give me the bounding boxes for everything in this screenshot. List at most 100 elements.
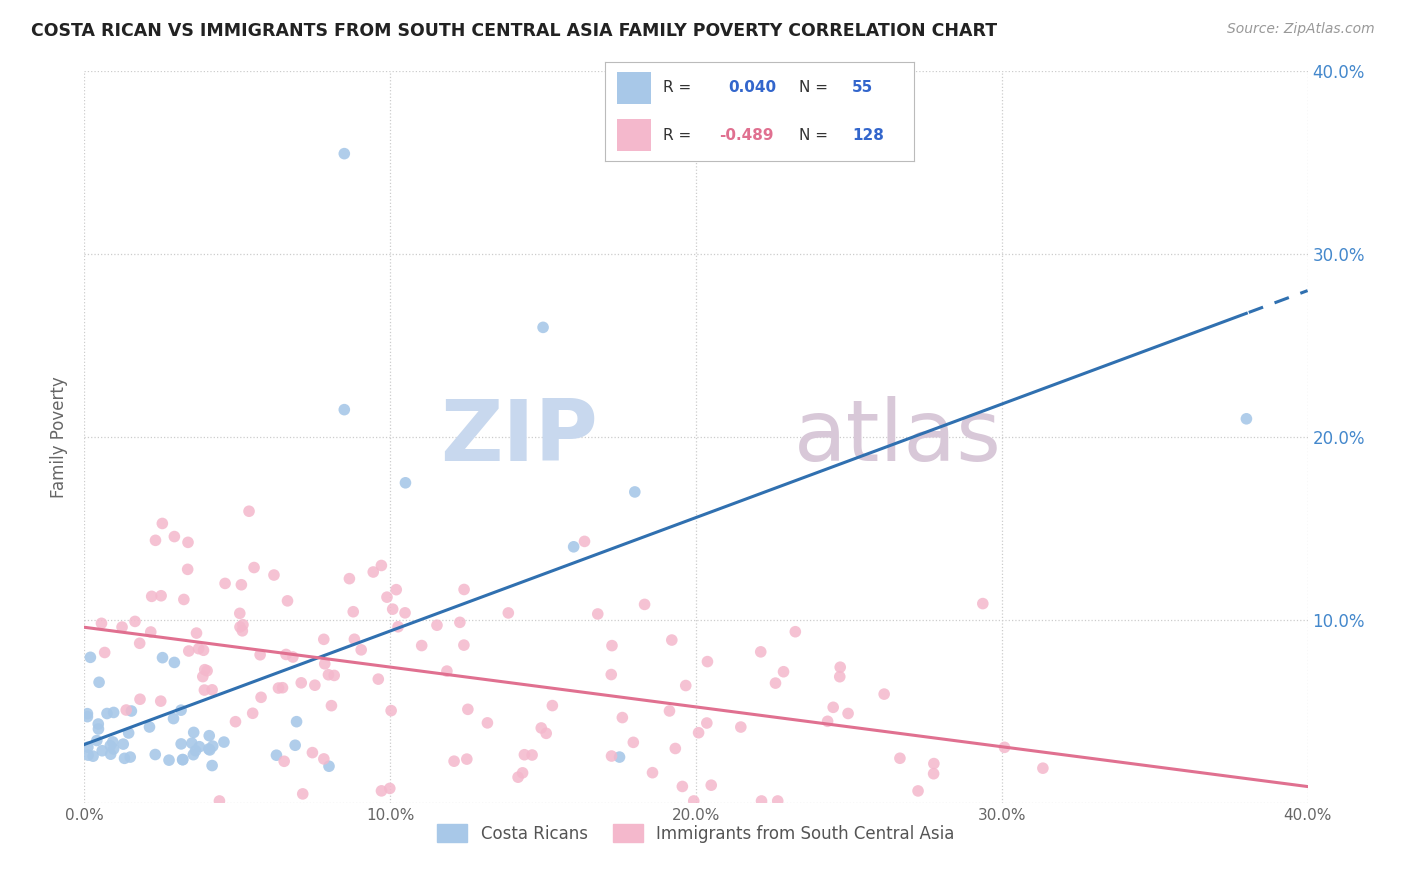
Text: N =: N = xyxy=(800,128,828,143)
Point xyxy=(76,706,98,721)
Point xyxy=(208,794,231,808)
Point xyxy=(276,594,298,608)
Point xyxy=(350,643,373,657)
Point xyxy=(907,784,929,798)
Point xyxy=(700,778,723,792)
Point xyxy=(172,752,194,766)
Point xyxy=(214,576,236,591)
Point xyxy=(98,739,121,753)
Point xyxy=(150,589,173,603)
Text: 55: 55 xyxy=(852,80,873,95)
Point xyxy=(688,725,710,739)
Point xyxy=(318,759,340,773)
Point xyxy=(609,750,631,764)
Y-axis label: Family Poverty: Family Poverty xyxy=(51,376,69,498)
Point xyxy=(321,698,343,713)
Point xyxy=(370,558,392,573)
Point xyxy=(273,754,295,768)
Point xyxy=(696,716,718,731)
Point xyxy=(696,655,718,669)
Point xyxy=(87,717,110,731)
Point xyxy=(675,679,697,693)
Point xyxy=(531,320,554,334)
Point xyxy=(124,615,146,629)
Point xyxy=(370,784,392,798)
Point xyxy=(224,714,246,729)
Point xyxy=(633,598,655,612)
Point xyxy=(339,572,361,586)
Point xyxy=(772,665,794,679)
Point xyxy=(193,683,215,698)
Point xyxy=(201,682,224,697)
Point xyxy=(380,704,402,718)
Point xyxy=(972,597,994,611)
Point xyxy=(229,607,252,621)
Point xyxy=(498,606,520,620)
Point xyxy=(513,747,536,762)
Point xyxy=(173,592,195,607)
Point xyxy=(191,670,214,684)
Point xyxy=(120,704,142,718)
Point xyxy=(101,735,124,749)
Point xyxy=(181,747,204,762)
Point xyxy=(176,562,198,576)
Point xyxy=(274,648,297,662)
Point xyxy=(87,675,110,690)
Point xyxy=(453,582,475,597)
Point xyxy=(541,698,564,713)
Point xyxy=(243,560,266,574)
Point xyxy=(766,794,789,808)
Point xyxy=(333,402,356,417)
Point xyxy=(112,737,135,751)
Point xyxy=(922,766,945,780)
Point xyxy=(177,644,200,658)
Point xyxy=(671,780,693,794)
Text: -0.489: -0.489 xyxy=(718,128,773,143)
Bar xyxy=(617,120,651,151)
Point xyxy=(267,681,290,695)
Point xyxy=(361,565,384,579)
Point xyxy=(512,765,534,780)
Point xyxy=(90,616,112,631)
Point xyxy=(312,632,335,647)
Point xyxy=(530,721,553,735)
Point xyxy=(664,741,686,756)
Point xyxy=(385,582,408,597)
Point xyxy=(314,657,336,671)
Point xyxy=(751,794,773,808)
Point xyxy=(426,618,449,632)
Point xyxy=(170,737,193,751)
Point xyxy=(562,540,585,554)
Point xyxy=(76,740,98,755)
Point xyxy=(457,702,479,716)
Point xyxy=(600,667,623,681)
Point xyxy=(436,664,458,678)
Point xyxy=(411,639,433,653)
Point xyxy=(477,715,499,730)
Point xyxy=(266,748,288,763)
Point xyxy=(323,668,346,682)
Point xyxy=(96,706,118,721)
Point xyxy=(378,781,401,796)
Point xyxy=(661,633,683,648)
Point xyxy=(381,602,404,616)
Point xyxy=(318,667,340,681)
Point xyxy=(301,746,323,760)
Point xyxy=(143,747,166,762)
Point xyxy=(115,703,138,717)
Point xyxy=(141,590,163,604)
Point xyxy=(162,712,184,726)
Text: N =: N = xyxy=(800,80,828,95)
Text: ZIP: ZIP xyxy=(440,395,598,479)
Point xyxy=(195,664,218,678)
Point xyxy=(145,533,167,548)
Point xyxy=(453,638,475,652)
Point xyxy=(188,739,211,754)
Point xyxy=(765,676,787,690)
Point xyxy=(198,743,221,757)
Point xyxy=(128,636,150,650)
Point xyxy=(285,714,308,729)
Point xyxy=(172,753,194,767)
Point xyxy=(163,530,186,544)
Point xyxy=(449,615,471,630)
